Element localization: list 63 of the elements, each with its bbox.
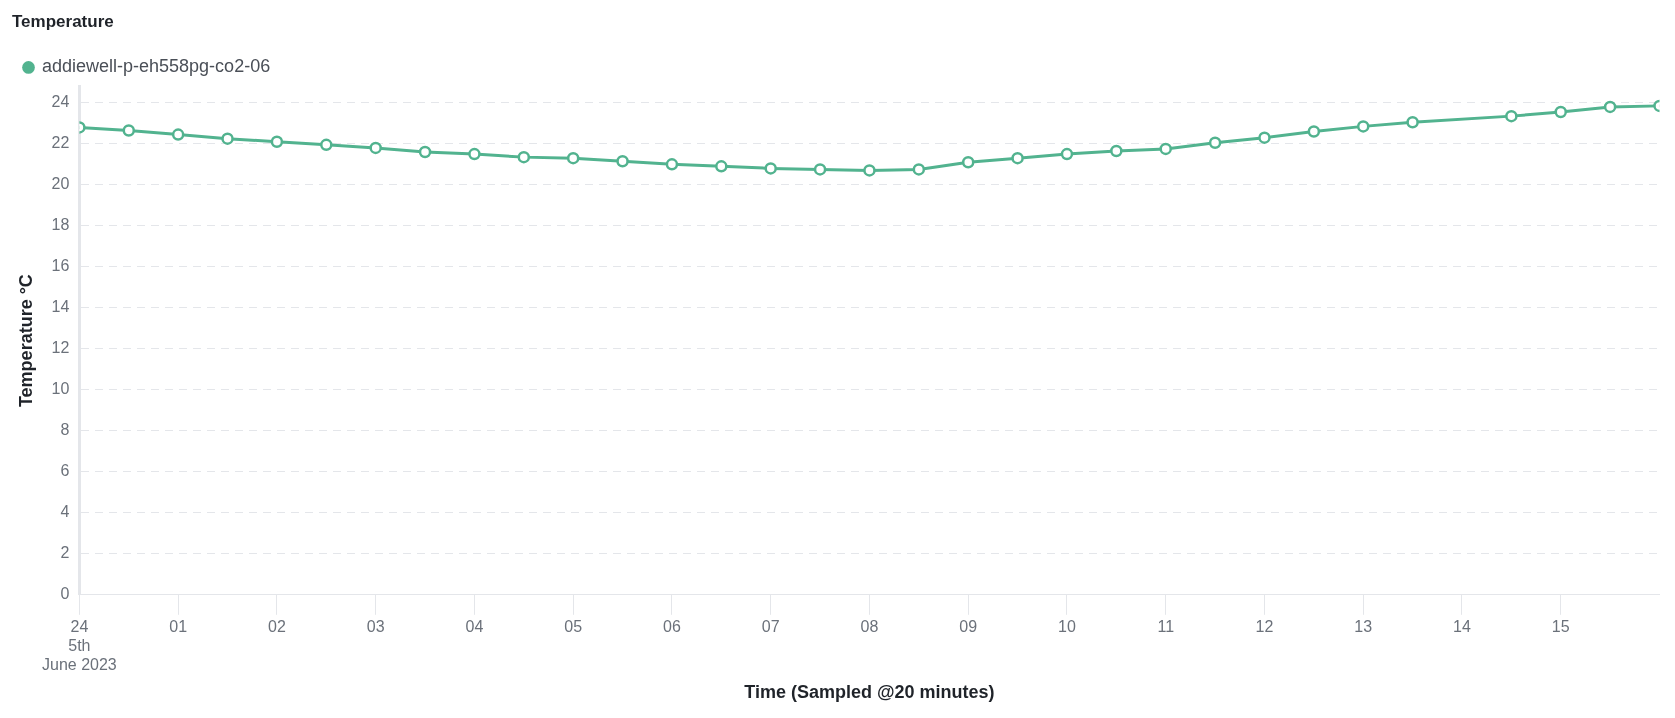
- y-tick-label: 10: [51, 380, 70, 398]
- point: [961, 156, 975, 169]
- point: [1110, 144, 1123, 158]
- point: [369, 141, 382, 155]
- point: [566, 151, 580, 165]
- point: [221, 132, 234, 145]
- point: [517, 150, 531, 164]
- chart-title: Temperature: [12, 11, 114, 31]
- point: [764, 162, 777, 175]
- x-tick-label: 14: [1453, 617, 1471, 635]
- y-tick-label: 12: [51, 339, 70, 357]
- y-axis-title: Temperature °C: [15, 274, 36, 408]
- point: [1356, 120, 1370, 133]
- x-tick-label: 09: [959, 617, 978, 635]
- x-tick-label: 12: [1255, 617, 1274, 635]
- x-tick-label: 13: [1354, 617, 1373, 635]
- point: [270, 135, 284, 148]
- point: [863, 164, 876, 177]
- y-tick-label: 16: [51, 257, 70, 275]
- y-tick-label: 6: [60, 462, 70, 480]
- legend-label: addiewell-p-eh558pg-co2-06: [42, 56, 271, 77]
- x-tick-label: 02: [268, 617, 286, 635]
- x-tick-label: 03: [366, 617, 385, 635]
- x-tick-label: 11: [1157, 617, 1175, 635]
- x-tick-label: 07: [761, 617, 780, 635]
- point: [1307, 125, 1321, 138]
- point: [912, 163, 926, 176]
- point: [1603, 100, 1617, 114]
- point: [1258, 131, 1271, 144]
- x-tick-label: 08: [860, 617, 879, 635]
- x-tick-label: 04: [465, 617, 484, 635]
- point: [1060, 147, 1074, 161]
- y-tick-label: 20: [51, 175, 70, 193]
- y-tick-label: 8: [60, 421, 70, 439]
- point: [1011, 151, 1024, 165]
- point: [715, 160, 728, 173]
- y-tick-label: 24: [51, 93, 70, 111]
- point: [665, 158, 679, 171]
- y-tick-label: 4: [60, 503, 70, 521]
- x-tick-label: 24 5th June 2023: [42, 617, 117, 674]
- point: [468, 147, 481, 161]
- point: [171, 128, 185, 141]
- point: [616, 154, 629, 168]
- point: [1505, 109, 1518, 123]
- point: [1208, 136, 1222, 150]
- point: [320, 138, 333, 152]
- x-axis-title: Time (Sampled @20 minutes): [744, 682, 995, 703]
- point: [1554, 105, 1567, 119]
- y-tick-label: 18: [51, 216, 70, 234]
- point: [1406, 116, 1419, 129]
- x-tick-label: 05: [564, 617, 583, 635]
- point: [122, 124, 136, 137]
- point: [418, 145, 432, 159]
- y-tick-label: 14: [51, 298, 70, 316]
- point: [813, 163, 827, 176]
- x-tick-label: 10: [1058, 617, 1076, 635]
- x-tick-label: 06: [663, 617, 681, 635]
- y-tick-label: 22: [51, 134, 70, 152]
- y-tick-label: 2: [60, 544, 70, 562]
- x-tick-label: 15: [1551, 617, 1570, 635]
- point: [1159, 142, 1172, 156]
- y-tick-label: 0: [60, 585, 70, 603]
- x-tick-label: 01: [169, 617, 188, 635]
